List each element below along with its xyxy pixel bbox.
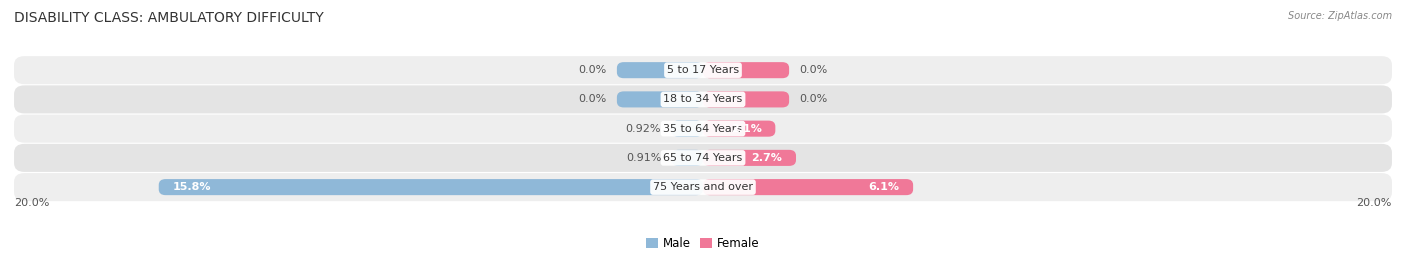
FancyBboxPatch shape bbox=[617, 62, 703, 78]
Text: 0.0%: 0.0% bbox=[578, 65, 606, 75]
FancyBboxPatch shape bbox=[703, 150, 796, 166]
FancyBboxPatch shape bbox=[703, 91, 789, 107]
FancyBboxPatch shape bbox=[671, 121, 703, 137]
Text: 65 to 74 Years: 65 to 74 Years bbox=[664, 153, 742, 163]
FancyBboxPatch shape bbox=[617, 91, 703, 107]
Text: DISABILITY CLASS: AMBULATORY DIFFICULTY: DISABILITY CLASS: AMBULATORY DIFFICULTY bbox=[14, 11, 323, 25]
FancyBboxPatch shape bbox=[14, 115, 1392, 143]
FancyBboxPatch shape bbox=[703, 121, 775, 137]
FancyBboxPatch shape bbox=[703, 62, 789, 78]
Text: Source: ZipAtlas.com: Source: ZipAtlas.com bbox=[1288, 11, 1392, 21]
FancyBboxPatch shape bbox=[159, 179, 703, 195]
Text: 0.91%: 0.91% bbox=[626, 153, 661, 163]
Text: 35 to 64 Years: 35 to 64 Years bbox=[664, 124, 742, 134]
Text: 20.0%: 20.0% bbox=[1357, 198, 1392, 208]
Text: 0.0%: 0.0% bbox=[800, 65, 828, 75]
Text: 75 Years and over: 75 Years and over bbox=[652, 182, 754, 192]
Text: 2.7%: 2.7% bbox=[751, 153, 782, 163]
Text: 20.0%: 20.0% bbox=[14, 198, 49, 208]
FancyBboxPatch shape bbox=[703, 179, 912, 195]
FancyBboxPatch shape bbox=[14, 56, 1392, 84]
Text: 0.0%: 0.0% bbox=[800, 94, 828, 105]
Text: 18 to 34 Years: 18 to 34 Years bbox=[664, 94, 742, 105]
FancyBboxPatch shape bbox=[14, 85, 1392, 113]
Text: 0.92%: 0.92% bbox=[626, 124, 661, 134]
Text: 6.1%: 6.1% bbox=[869, 182, 900, 192]
Text: 5 to 17 Years: 5 to 17 Years bbox=[666, 65, 740, 75]
FancyBboxPatch shape bbox=[14, 173, 1392, 201]
Text: 15.8%: 15.8% bbox=[173, 182, 211, 192]
FancyBboxPatch shape bbox=[672, 150, 703, 166]
Text: 0.0%: 0.0% bbox=[578, 94, 606, 105]
FancyBboxPatch shape bbox=[14, 144, 1392, 172]
Text: 2.1%: 2.1% bbox=[731, 124, 762, 134]
Legend: Male, Female: Male, Female bbox=[641, 232, 765, 255]
